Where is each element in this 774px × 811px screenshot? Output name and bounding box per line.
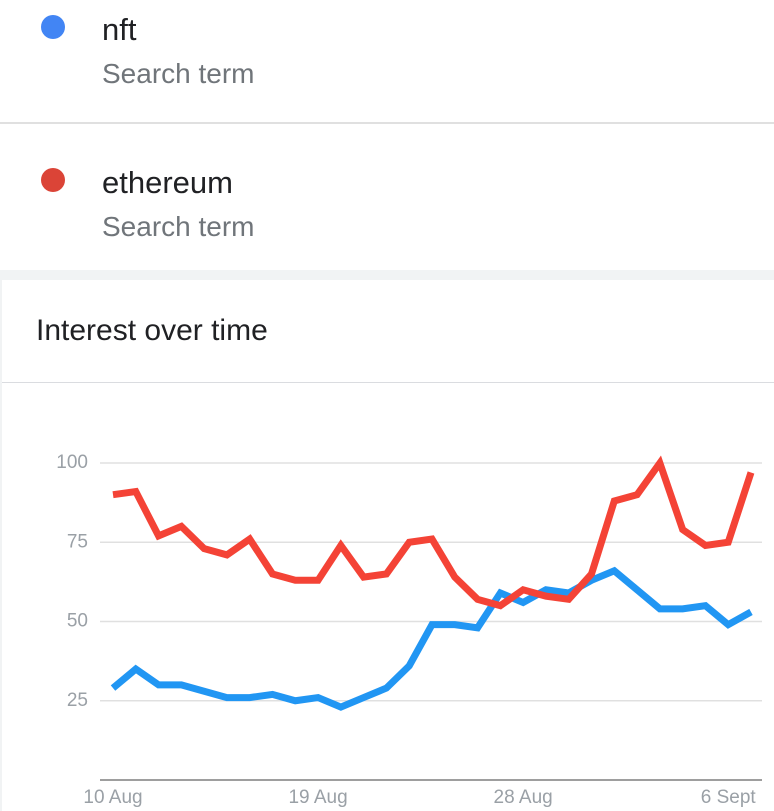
series-line bbox=[110, 566, 753, 711]
x-tick-label: 19 Aug bbox=[288, 787, 347, 808]
card-header: Interest over time bbox=[2, 280, 774, 383]
y-tick-label: 25 bbox=[67, 690, 88, 711]
chart-card: Interest over time bbox=[2, 280, 774, 811]
legend-item: nft Search term bbox=[0, 0, 774, 124]
legend-name: ethereum bbox=[102, 165, 233, 200]
legend-subtitle: Search term bbox=[102, 58, 255, 89]
y-tick-label: 75 bbox=[67, 531, 88, 552]
x-tick-label: 10 Aug bbox=[83, 787, 142, 808]
y-tick-label: 100 bbox=[56, 452, 88, 473]
chart-title: Interest over time bbox=[36, 314, 268, 347]
x-tick-label: 6 Sept bbox=[701, 787, 757, 808]
legend-dot bbox=[41, 15, 65, 39]
series-line bbox=[112, 455, 755, 610]
legend: nft Search term ethereum Search term bbox=[0, 0, 774, 270]
legend-name: nft bbox=[102, 12, 137, 47]
legend-subtitle: Search term bbox=[102, 211, 255, 242]
legend-item: ethereum Search term bbox=[0, 153, 774, 275]
y-tick-label: 50 bbox=[67, 611, 88, 632]
x-tick-label: 28 Aug bbox=[494, 787, 553, 808]
legend-dot bbox=[41, 168, 65, 192]
